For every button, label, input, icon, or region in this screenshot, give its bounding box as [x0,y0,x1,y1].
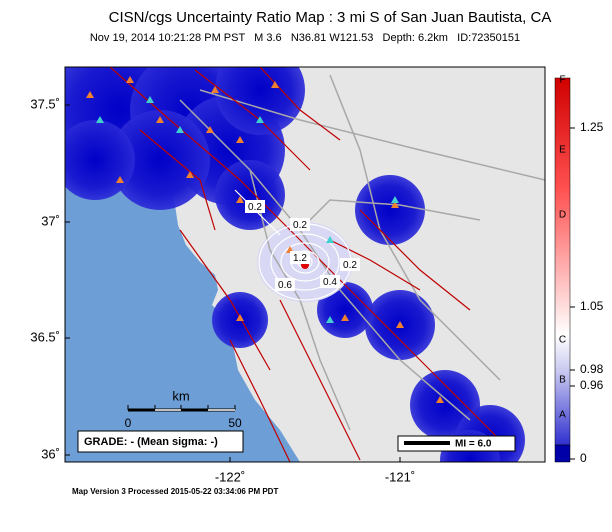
contour-label: 1.2 [293,253,307,264]
fault [179,229,271,371]
grade-box [77,430,244,453]
road [299,199,481,231]
grade: GRADE: - (Mean sigma: -) [84,436,218,448]
contour-label: 0.2 [248,202,262,213]
station [271,81,279,88]
station [146,96,154,103]
mi-box [397,435,516,452]
contour-label-bg [275,278,295,291]
colorbar-zero [554,444,571,463]
contour-label: 0.6 [278,280,292,291]
colorbar-grade: D [559,210,566,221]
station [256,116,264,123]
uncertainty-zone [110,110,210,210]
fault [279,299,361,461]
colorbar [554,77,571,446]
scale-start: 0 [125,416,132,430]
station [211,86,219,93]
contour-label: 0.2 [343,260,357,271]
colorbar-value: 0.96 [580,378,604,392]
uncertainty-zone [215,67,305,135]
station [391,196,399,203]
station [176,126,184,133]
station [391,201,399,208]
station [396,321,404,328]
uncertainty-zone [317,282,373,338]
station [156,116,164,123]
fault [139,129,216,231]
station [96,116,104,123]
contour-label: 0.2 [293,220,307,231]
scale-unit: km [172,388,189,403]
fault [229,339,291,462]
contour-label-bg [340,258,360,271]
colorbar-grade: C [559,335,566,346]
colorbar-grade: E [559,145,566,156]
footer: Map Version 3 Processed 2015-05-22 03:34… [72,487,278,496]
contour-label-bg [290,251,310,264]
title: CISN/cgs Uncertainty Ratio Map : 3 mi S … [109,9,552,26]
station [236,314,244,321]
fault [329,239,421,291]
station [206,126,214,133]
colorbar-value: 0.98 [580,362,604,376]
colorbar-grade: F [559,75,565,86]
station [326,236,334,243]
station [186,171,194,178]
contour [234,189,281,236]
contour [270,233,340,291]
contour-label-bg [290,218,310,231]
map-area [65,67,545,462]
colorbar-value: 1.25 [580,120,604,134]
uncertainty-zone [355,175,425,245]
lat-label: 36˚ [41,446,60,461]
colorbar-value: 0 [580,451,587,465]
uncertainty-zone [65,120,135,200]
colorbar-grade: A [559,410,566,421]
colorbar-value: 1.05 [580,299,604,313]
contour [280,242,330,282]
fault [259,67,341,141]
lon-label: -121˚ [385,469,415,484]
station [341,314,349,321]
contour-label: 0.4 [323,277,337,288]
mi-legend: MI = 6.0 [455,439,492,450]
station [236,196,244,203]
station [236,136,244,143]
uncertainty-zone [215,160,285,230]
station [116,176,124,183]
station [326,316,334,323]
road [199,89,545,181]
lon-label: -122˚ [215,469,245,484]
contour-label-bg [245,200,265,213]
station [86,91,94,98]
scale-end: 50 [228,416,242,430]
subtitle: Nov 19, 2014 10:21:28 PM PST M 3.6 N36.8… [90,32,520,44]
station [126,76,134,83]
fault [109,67,501,441]
station [436,396,444,403]
contour-label-bg [320,275,340,288]
lat-label: 36.5˚ [30,329,60,344]
lat-label: 37˚ [41,213,60,228]
colorbar-grade: B [559,375,566,386]
map-frame [64,66,546,463]
lat-label: 37.5˚ [30,96,60,111]
fault [359,209,471,311]
